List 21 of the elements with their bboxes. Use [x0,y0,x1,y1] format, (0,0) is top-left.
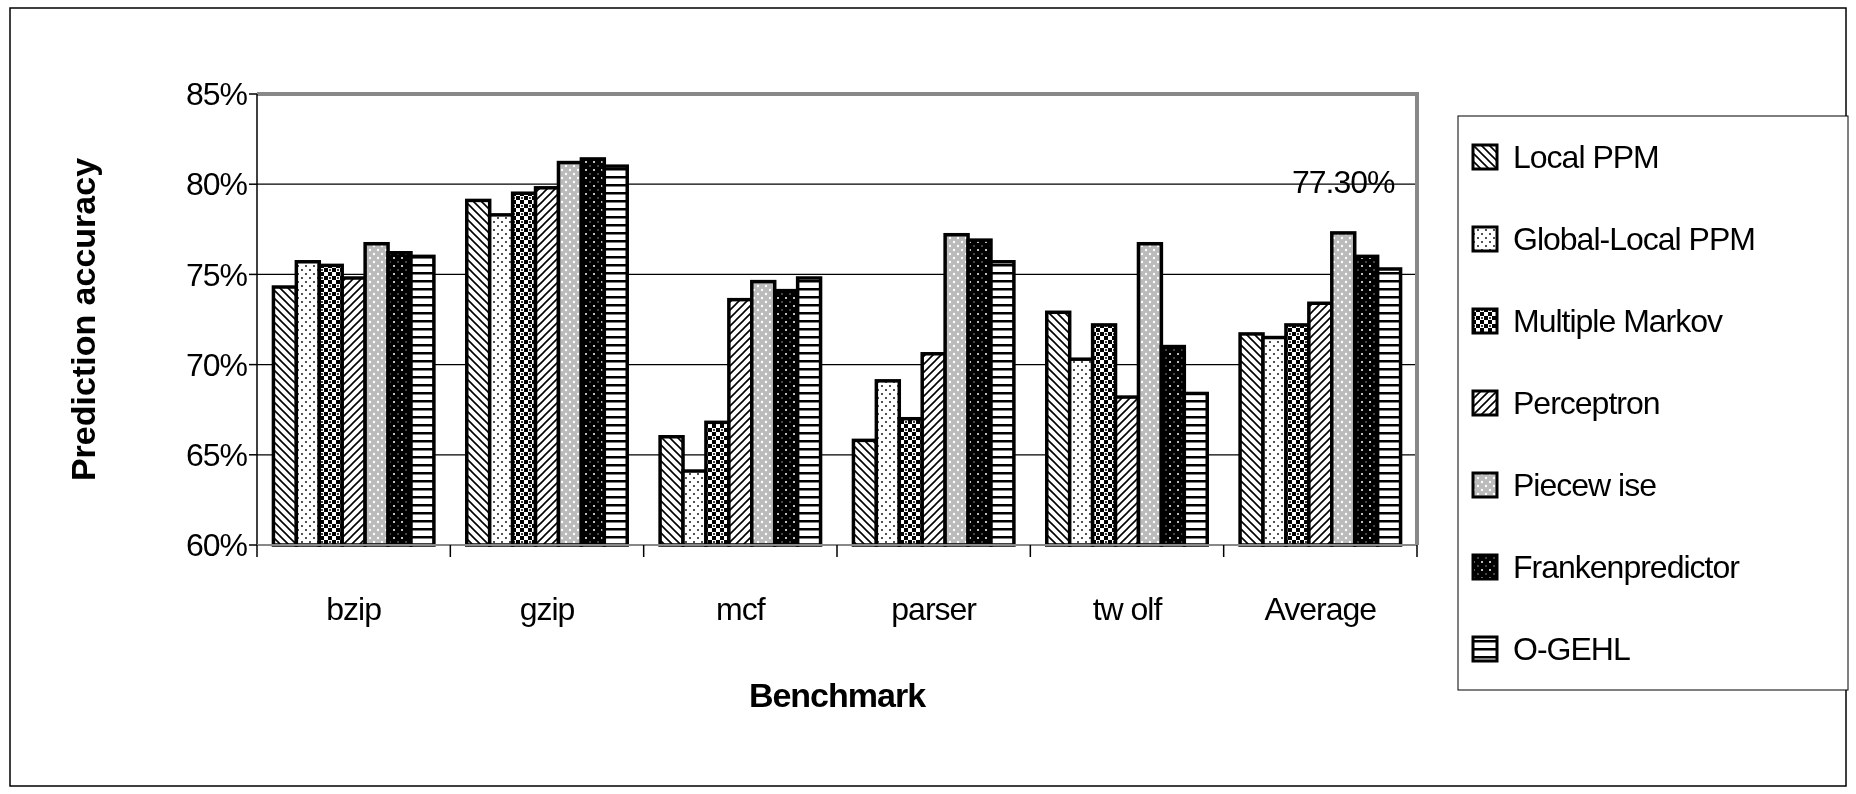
legend-label: Global-Local PPM [1513,221,1755,258]
legend-label: Multiple Markov [1513,303,1724,340]
x-tick-label: mcf [716,591,766,627]
x-tick-label: tw olf [1092,591,1163,627]
x-tick-label: parser [891,591,978,627]
x-tick-label: gzip [519,591,575,627]
y-tick-label: 65% [185,437,248,473]
legend-label: O-GEHL [1513,631,1630,668]
y-tick-label: 75% [185,256,248,293]
x-axis-title: Benchmark [748,676,927,714]
y-tick-label: 80% [185,166,248,203]
legend-label: Perceptron [1513,385,1660,422]
legend-label: Local PPM [1513,139,1659,176]
x-tick-label: Average [1264,591,1377,627]
y-tick-label: 60% [185,527,248,564]
y-tick-label: 70% [185,346,248,383]
y-axis-title: Prediction accuracy [64,157,102,482]
x-tick-label: bzip [326,591,382,627]
legend-label: Frankenpredictor [1513,549,1741,586]
y-tick-label: 85% [185,76,248,113]
legend-label: Piecew ise [1513,467,1657,504]
